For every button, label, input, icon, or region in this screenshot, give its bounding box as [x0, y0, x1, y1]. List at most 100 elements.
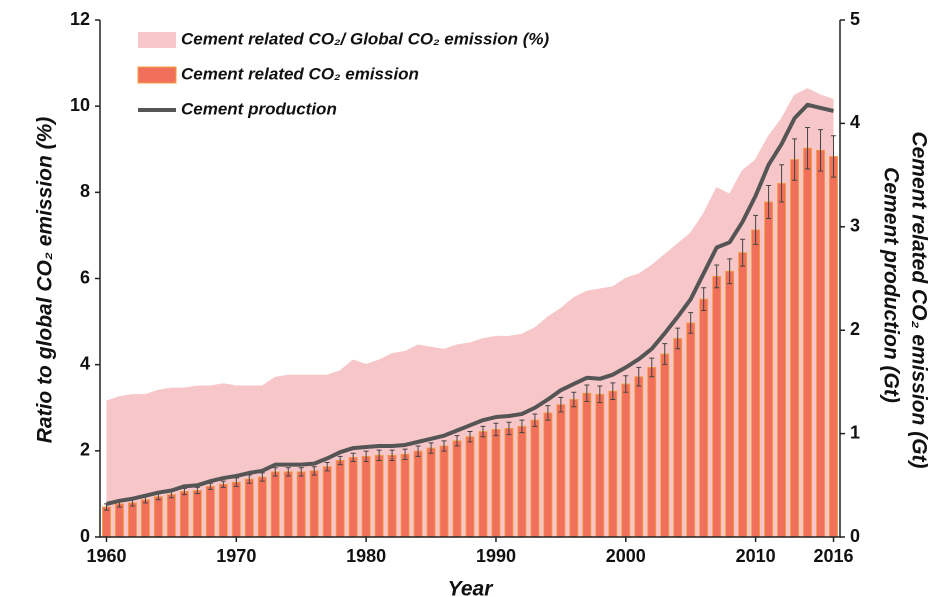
- bar: [504, 428, 514, 538]
- error-bar: [740, 238, 746, 267]
- bar: [608, 390, 618, 538]
- y2-tick-label: 4: [850, 112, 860, 132]
- bar: [621, 383, 631, 538]
- legend-swatch: [138, 32, 176, 48]
- error-bar: [493, 422, 499, 437]
- error-bar: [779, 164, 785, 203]
- bar: [128, 502, 137, 538]
- y-tick-label: 6: [80, 267, 90, 287]
- bar: [115, 503, 124, 538]
- error-bar: [467, 431, 473, 443]
- bar: [517, 425, 527, 538]
- error-bar: [597, 385, 603, 404]
- x-tick-label: 1980: [346, 546, 386, 566]
- bar: [309, 470, 319, 538]
- bar: [738, 252, 748, 538]
- error-bar: [454, 435, 460, 447]
- error-bar: [363, 450, 369, 463]
- error-bar: [428, 442, 434, 454]
- error-bar: [584, 384, 590, 403]
- bar: [491, 429, 501, 538]
- bar: [764, 201, 774, 538]
- error-bar: [389, 449, 395, 461]
- y2-tick-label: 0: [850, 526, 860, 546]
- y2-axis-label: Cement related CO₂ emission (Gt): [907, 131, 930, 468]
- bar: [426, 447, 436, 538]
- error-bar: [545, 405, 551, 421]
- bar: [322, 466, 332, 538]
- bar: [803, 147, 812, 538]
- x-tick-label: 1970: [216, 546, 256, 566]
- bar: [699, 298, 709, 538]
- y-tick-label: 4: [80, 353, 90, 373]
- x-tick-label: 1990: [476, 546, 516, 566]
- bar: [660, 353, 670, 538]
- bar: [218, 483, 228, 538]
- bar: [582, 392, 592, 538]
- error-bar: [701, 287, 707, 312]
- y2-tick-label: 2: [850, 319, 860, 339]
- bar: [530, 419, 540, 538]
- y-tick-label: 0: [80, 526, 90, 546]
- error-bar: [376, 449, 382, 461]
- line: [106, 102, 834, 506]
- error-bar: [324, 462, 330, 472]
- bar: [543, 412, 553, 538]
- y2-axis-label: Cement production (Gt): [879, 167, 902, 403]
- error-bar: [506, 421, 512, 436]
- error-bar: [649, 357, 655, 378]
- error-bar: [441, 440, 447, 452]
- error-bar: [532, 413, 538, 427]
- bar: [725, 270, 735, 538]
- bar: [387, 454, 397, 538]
- error-bar: [792, 138, 798, 181]
- bar: [634, 376, 644, 538]
- bar: [673, 338, 683, 538]
- bar: [400, 453, 410, 538]
- error-bar: [623, 375, 629, 393]
- bar: [816, 149, 825, 538]
- x-tick-label: 1960: [86, 546, 126, 566]
- bar: [231, 481, 241, 538]
- y-tick-label: 2: [80, 440, 90, 460]
- bar: [452, 440, 462, 538]
- area-edge: [106, 88, 834, 402]
- bar: [153, 496, 163, 538]
- bar: [647, 367, 657, 538]
- legend-swatch: [137, 66, 177, 84]
- bar: [102, 506, 111, 538]
- bar: [205, 485, 215, 538]
- y-tick-label: 8: [80, 181, 90, 201]
- bar: [595, 393, 605, 538]
- error-bar: [610, 382, 616, 400]
- error-bar: [298, 467, 304, 477]
- x-tick-label: 2000: [606, 546, 646, 566]
- y-axis-label: Ratio to global CO₂ emission (%): [34, 117, 57, 444]
- bar: [751, 229, 761, 538]
- bar: [829, 156, 838, 538]
- legend-label: Cement related CO₂/ Global CO₂ emission …: [181, 29, 549, 48]
- error-bar: [285, 467, 291, 477]
- y2-tick-label: 1: [850, 422, 860, 442]
- bar: [296, 471, 306, 538]
- error-bar: [220, 480, 226, 488]
- bar: [413, 450, 423, 538]
- x-tick-label: 2016: [813, 546, 853, 566]
- bar: [166, 494, 176, 538]
- error-bar: [727, 258, 733, 285]
- bar: [686, 322, 696, 538]
- error-bar: [766, 184, 772, 220]
- bar: [283, 471, 293, 538]
- bar: [556, 404, 566, 538]
- error-bar: [558, 396, 564, 413]
- error-bar: [337, 455, 343, 466]
- error-bar: [688, 312, 694, 334]
- error-bar: [272, 467, 278, 477]
- error-bar: [350, 452, 356, 463]
- bar: [244, 478, 254, 538]
- bar: [478, 431, 488, 538]
- error-bar: [519, 419, 525, 434]
- bar: [569, 399, 579, 538]
- error-bar: [415, 445, 421, 457]
